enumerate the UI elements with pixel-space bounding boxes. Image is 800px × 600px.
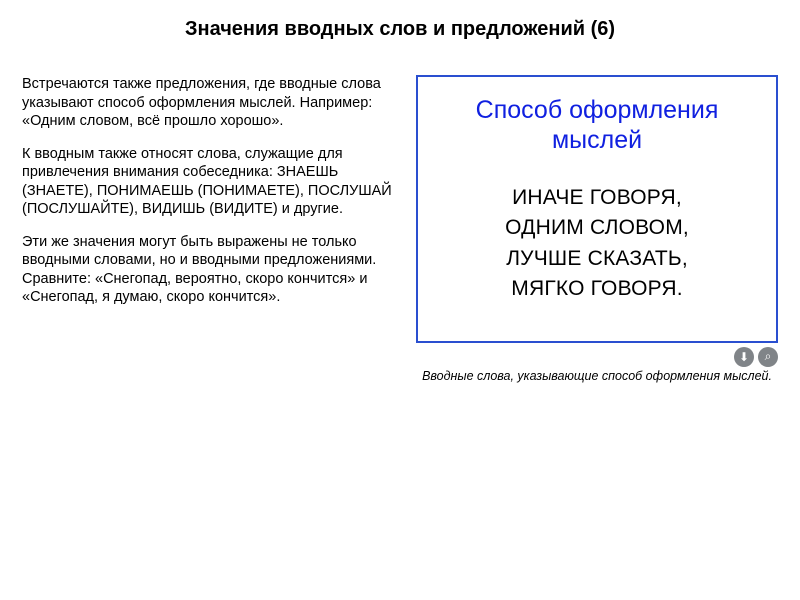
box-heading: Способ оформления мыслей	[428, 95, 766, 155]
box-body: ИНАЧЕ ГОВОРЯ, ОДНИМ СЛОВОМ, ЛУЧШЕ СКАЗАТ…	[428, 183, 766, 305]
right-column: Способ оформления мыслей ИНАЧЕ ГОВОРЯ, О…	[416, 75, 778, 383]
box-heading-line1: Способ оформления	[476, 96, 719, 124]
paragraph-2: К вводным также относят слова, служащие …	[22, 145, 402, 219]
action-icons: ⬇ ⌕	[416, 347, 778, 367]
box-heading-line2: мыслей	[552, 126, 642, 154]
paragraph-3: Эти же значения могут быть выражены не т…	[22, 233, 402, 307]
box-line-4: МЯГКО ГОВОРЯ.	[428, 274, 766, 304]
slide-title: Значения вводных слов и предложений (6)	[22, 18, 778, 41]
paragraph-1: Встречаются также предложения, где вводн…	[22, 75, 402, 131]
content-row: Встречаются также предложения, где вводн…	[22, 75, 778, 383]
box-line-2: ОДНИМ СЛОВОМ,	[428, 213, 766, 243]
box-caption: Вводные слова, указывающие способ оформл…	[416, 369, 778, 383]
left-column: Встречаются также предложения, где вводн…	[22, 75, 402, 383]
highlight-box: Способ оформления мыслей ИНАЧЕ ГОВОРЯ, О…	[416, 75, 778, 343]
box-line-1: ИНАЧЕ ГОВОРЯ,	[428, 183, 766, 213]
zoom-icon[interactable]: ⌕	[758, 347, 778, 367]
download-icon[interactable]: ⬇	[734, 347, 754, 367]
box-line-3: ЛУЧШЕ СКАЗАТЬ,	[428, 244, 766, 274]
